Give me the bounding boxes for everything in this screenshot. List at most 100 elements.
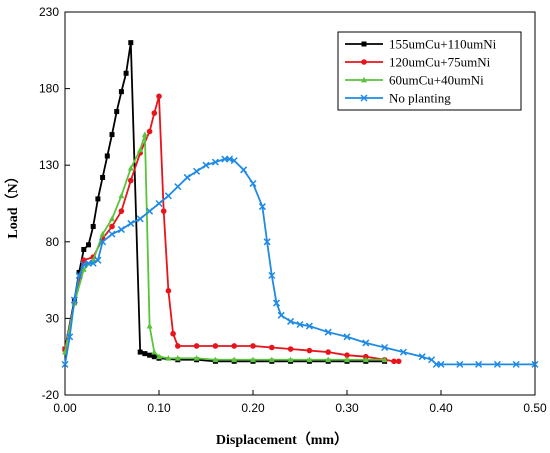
data-point <box>212 356 219 363</box>
data-point <box>493 360 501 368</box>
legend-label: 155umCu+110umNi <box>389 37 497 52</box>
data-point <box>193 167 201 175</box>
data-point <box>272 299 281 307</box>
data-point <box>202 161 210 169</box>
data-point <box>268 356 275 363</box>
data-point <box>268 271 276 280</box>
data-point <box>160 208 167 214</box>
data-point <box>99 238 107 246</box>
data-point <box>475 360 483 368</box>
data-point <box>395 358 402 365</box>
data-point <box>155 199 163 208</box>
data-point <box>258 203 266 211</box>
data-point <box>325 356 332 363</box>
data-point <box>61 360 69 368</box>
data-point <box>344 356 350 363</box>
y-tick-label: 30 <box>46 311 60 325</box>
data-point <box>156 353 162 360</box>
data-point <box>231 356 238 363</box>
x-tick-label: 0.30 <box>335 401 359 415</box>
data-point <box>306 347 313 354</box>
data-point <box>456 360 464 368</box>
data-point <box>170 330 176 337</box>
x-tick-label: 0.40 <box>429 401 453 415</box>
data-point <box>174 355 181 361</box>
data-point <box>117 226 125 234</box>
data-point <box>81 257 87 263</box>
data-point <box>128 177 134 184</box>
y-axis-title: Load（N） <box>5 169 21 238</box>
data-point <box>269 344 275 351</box>
data-point <box>109 215 115 222</box>
data-point <box>118 89 124 95</box>
data-point <box>249 180 257 188</box>
data-point <box>193 343 200 349</box>
data-point <box>86 242 91 248</box>
data-point <box>94 256 102 264</box>
legend-label: No planting <box>389 91 451 106</box>
y-tick-label: -20 <box>42 388 60 402</box>
data-point <box>263 238 271 246</box>
data-point <box>287 346 294 352</box>
data-point <box>250 356 256 363</box>
data-point <box>128 40 134 46</box>
data-point <box>127 219 135 227</box>
legend-box <box>337 31 522 111</box>
legend-marker <box>361 76 367 83</box>
data-point <box>183 173 191 181</box>
data-point <box>287 356 294 363</box>
y-tick-label: 180 <box>39 82 59 96</box>
series-layer <box>61 40 539 368</box>
series-group <box>62 131 388 363</box>
legend-marker <box>361 41 367 47</box>
data-point <box>66 333 74 341</box>
data-point <box>175 343 181 349</box>
data-point <box>174 183 182 191</box>
data-point <box>136 215 144 223</box>
data-point <box>151 354 157 360</box>
y-tick-label: 230 <box>39 5 59 19</box>
data-point <box>137 146 144 153</box>
data-point <box>146 322 153 329</box>
data-point <box>531 360 539 368</box>
data-point <box>76 269 82 275</box>
data-point <box>306 356 313 363</box>
data-point <box>231 343 237 349</box>
x-axis-title: Displacement（mm） <box>216 432 348 448</box>
data-point <box>156 93 162 100</box>
data-point <box>151 348 158 355</box>
data-point <box>343 333 351 341</box>
data-point <box>230 157 238 165</box>
y-tick-label: 80 <box>46 235 60 249</box>
data-point <box>165 288 172 294</box>
data-point <box>95 196 101 202</box>
data-point <box>109 223 115 230</box>
data-point <box>81 246 87 252</box>
data-point <box>240 166 248 174</box>
data-point <box>381 356 388 363</box>
data-point <box>277 311 285 319</box>
data-point <box>142 351 148 357</box>
legend-marker <box>361 59 367 65</box>
legend-marker <box>360 94 368 102</box>
data-point <box>123 70 129 76</box>
data-point <box>362 356 369 363</box>
data-point <box>305 322 313 330</box>
data-point <box>147 352 153 358</box>
data-point <box>118 192 125 199</box>
data-point <box>70 296 78 304</box>
data-point <box>118 208 125 214</box>
series-group <box>61 155 539 368</box>
data-point <box>114 109 120 115</box>
data-point <box>100 174 106 180</box>
data-point <box>127 165 134 171</box>
data-point <box>399 348 407 356</box>
x-axis: 0.00 0.10 0.20 0.30 0.40 0.50 <box>53 390 547 415</box>
data-point <box>418 353 426 361</box>
data-point <box>211 158 219 166</box>
data-point <box>437 360 445 368</box>
data-point <box>344 352 350 358</box>
data-point <box>512 360 520 368</box>
data-point <box>324 328 332 336</box>
legend: 155umCu+110umNi 120umCu+75umNi 60umCu+40um… <box>337 31 522 111</box>
